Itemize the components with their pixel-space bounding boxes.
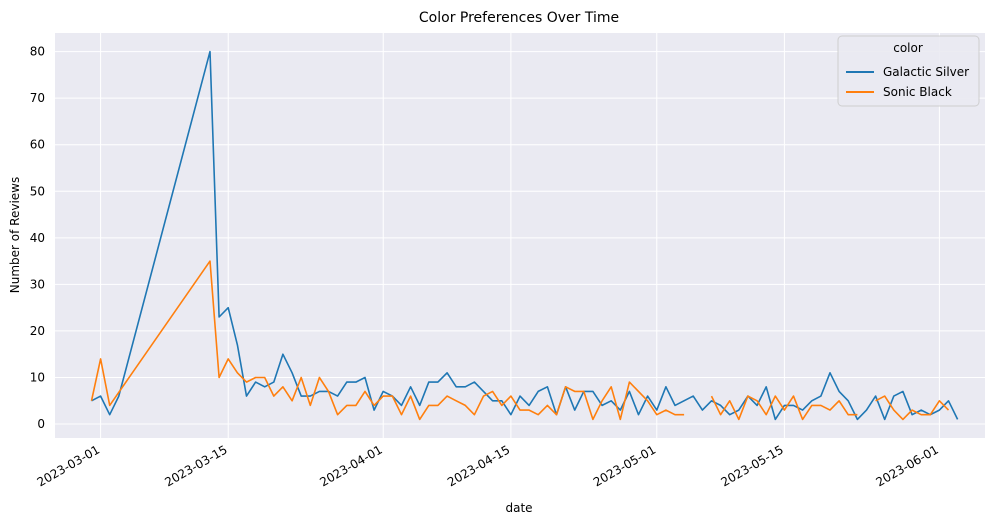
y-tick-label: 50: [30, 184, 45, 198]
x-tick-label: 2023-04-15: [445, 442, 512, 489]
y-tick-label: 70: [30, 91, 45, 105]
series-line-sonic-black: [710, 395, 858, 421]
x-axis-ticks: 2023-03-01 2023-03-15 2023-04-01 2023-04-15…: [35, 442, 941, 489]
x-tick-label: 2023-05-15: [719, 442, 786, 489]
series-line-sonic-black: [875, 395, 950, 421]
y-tick-label: 40: [30, 231, 45, 245]
y-tick-label: 0: [37, 417, 45, 431]
y-axis-label: Number of Reviews: [8, 177, 22, 293]
y-tick-label: 20: [30, 324, 45, 338]
legend-title: color: [893, 41, 923, 55]
y-tick-label: 30: [30, 277, 45, 291]
x-tick-label: 2023-05-01: [591, 442, 658, 489]
x-tick-label: 2023-03-01: [35, 442, 102, 489]
y-tick-label: 10: [30, 370, 45, 384]
plot-background: [55, 33, 985, 438]
x-axis-label: date: [505, 501, 532, 515]
y-tick-label: 80: [30, 45, 45, 59]
series-line-sonic-black: [90, 260, 685, 421]
legend-label-sonic-black: Sonic Black: [883, 85, 952, 99]
series-lines: [90, 50, 959, 421]
legend: color Galactic Silver Sonic Black: [837, 35, 980, 107]
x-tick-label: 2023-06-01: [874, 442, 941, 489]
chart-title: Color Preferences Over Time: [419, 10, 619, 26]
x-tick-label: 2023-04-01: [317, 442, 384, 489]
y-axis-ticks: 0 10 20 30 40 50 60 70 80: [30, 45, 45, 431]
x-tick-label: 2023-03-15: [162, 442, 229, 489]
y-tick-label: 60: [30, 138, 45, 152]
legend-label-galactic-silver: Galactic Silver: [883, 65, 969, 79]
legend-box: [837, 35, 980, 107]
